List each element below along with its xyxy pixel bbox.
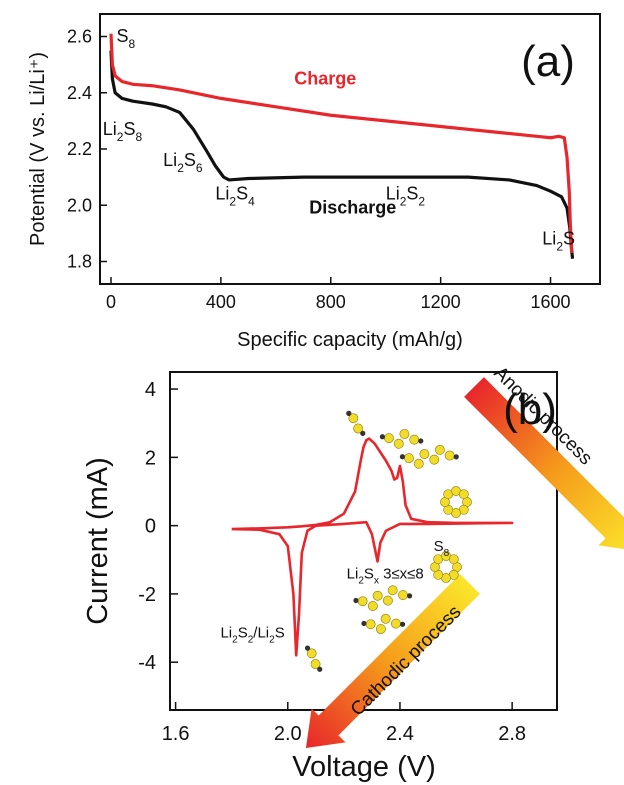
charge-label: Charge	[294, 68, 356, 88]
li2s2-li2s-label: Li2S2/Li2S	[220, 625, 284, 646]
li2s4-label: Li2S4	[215, 184, 255, 209]
panel-label-b: (b)	[503, 385, 557, 434]
li2s8-label: Li2S8	[103, 119, 143, 144]
y-tick-label-b: -2	[138, 584, 156, 606]
li2s2-label: Li2S2	[386, 184, 426, 209]
y-tick-label-a: 1.8	[67, 252, 92, 272]
y-tick-label-a: 2.2	[67, 139, 92, 159]
x-tick-label-b: 2.4	[386, 723, 414, 745]
ticks-a: 0 400 800 1200 1600 1.8 2.0 2.2 2.4 2.6	[67, 27, 571, 313]
panel-label-a: (a)	[521, 37, 575, 86]
cathodic-arrow	[305, 574, 480, 749]
x-tick-label-b: 2.8	[498, 723, 526, 745]
y-tick-label-b: 0	[145, 516, 156, 538]
s6-chain-icon	[399, 444, 459, 469]
s8-label: S8	[116, 26, 135, 51]
s8-label-b: S8	[434, 538, 450, 559]
x-tick-label-a: 800	[316, 292, 346, 312]
x-tick-label-b: 2.0	[274, 723, 302, 745]
anodic-arrow	[464, 377, 624, 552]
discharge-label: Discharge	[309, 198, 396, 218]
y-axis-label-a: Potential (V vs. Li/Li⁺)	[27, 52, 49, 246]
li2s-label: Li2S	[542, 229, 575, 254]
charge-line	[109, 33, 574, 254]
y-tick-label-a: 2.6	[67, 27, 92, 47]
panel-a: 0 400 800 1200 1600 1.8 2.0 2.2 2.4 2.6 (a) Charg…	[27, 13, 601, 351]
s8-ring-icon	[430, 551, 462, 583]
x-tick-label-a: 0	[106, 292, 116, 312]
li2s6-label: Li2S6	[163, 150, 203, 175]
y-tick-label-a: 2.4	[67, 83, 92, 103]
x-tick-label-a: 1600	[531, 292, 571, 312]
s6-chain-icon	[353, 585, 413, 611]
s8-ring-icon	[440, 486, 472, 518]
cv-curve	[231, 437, 514, 657]
ticks-b: 1.6 2.0 2.4 2.8 -4 -2 0 2 4	[138, 379, 526, 745]
x-tick-label-a: 1200	[421, 292, 461, 312]
x-axis-label-a: Specific capacity (mAh/g)	[237, 329, 463, 351]
s2-chain-icon	[304, 645, 323, 672]
y-tick-label-a: 2.0	[67, 195, 92, 215]
y-tick-label-b: 2	[145, 447, 156, 469]
y-tick-label-b: 4	[145, 379, 156, 401]
s2-chain-icon	[346, 410, 366, 436]
x-axis-label-b: Voltage (V)	[292, 751, 435, 783]
discharge-line	[109, 50, 575, 259]
y-tick-label-b: -4	[138, 652, 156, 674]
s4-chain-icon	[379, 429, 424, 449]
li2sx-label: Li2Sx 3≤x≤8	[347, 566, 424, 587]
cathodic-process-label: Cathodic process	[347, 602, 466, 721]
x-tick-label-a: 400	[206, 292, 236, 312]
s4-chain-icon	[361, 613, 406, 634]
y-axis-label-b: Current (mA)	[82, 457, 114, 625]
x-tick-label-b: 1.6	[162, 723, 190, 745]
